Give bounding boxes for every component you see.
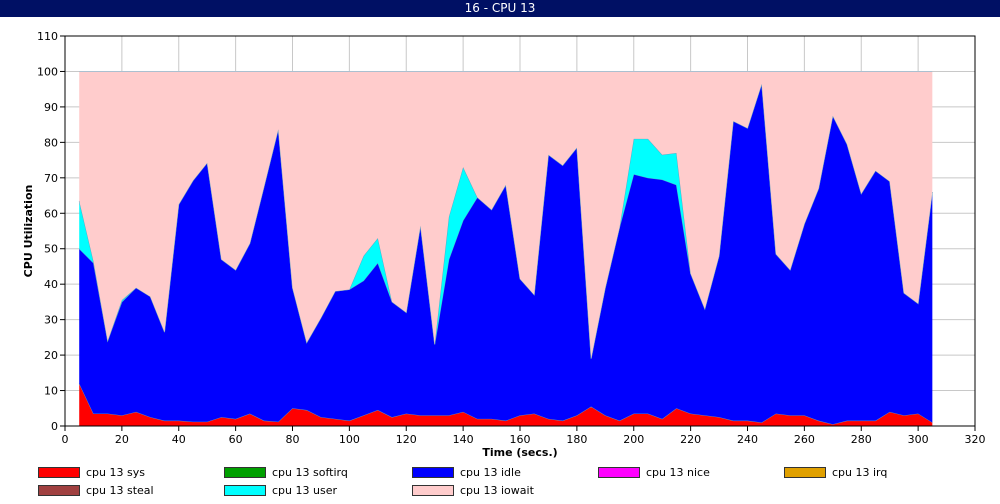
legend-swatch — [38, 484, 80, 496]
x-tick-label: 0 — [62, 433, 69, 446]
x-tick-label: 80 — [286, 433, 300, 446]
legend-label: cpu 13 idle — [460, 466, 521, 479]
x-tick-label: 200 — [623, 433, 644, 446]
y-tick-label: 30 — [44, 314, 58, 327]
legend-item: cpu 13 idle — [412, 466, 521, 480]
legend-swatch — [412, 484, 454, 496]
x-tick-label: 220 — [680, 433, 701, 446]
legend-item: cpu 13 irq — [784, 466, 887, 480]
legend-swatch — [784, 466, 826, 478]
legend-item: cpu 13 iowait — [412, 484, 534, 498]
cpu-utilization-chart: 0 10 20 30 40 50 60 70 80 90 100 110 0 20 40 60 80 100 120… — [22, 30, 986, 459]
x-tick-label: 240 — [737, 433, 758, 446]
x-tick-label: 180 — [566, 433, 587, 446]
area-series — [78, 71, 933, 426]
legend-label: cpu 13 steal — [86, 484, 154, 497]
y-tick-label: 60 — [44, 207, 58, 220]
series-area-cpu-13-idle — [79, 83, 933, 425]
x-axis-label: Time (secs.) — [482, 446, 557, 459]
y-tick-label: 10 — [44, 385, 58, 398]
x-tick-label: 280 — [851, 433, 872, 446]
window-title: 16 - CPU 13 — [0, 0, 1000, 17]
legend-item: cpu 13 user — [224, 484, 337, 498]
legend-item: cpu 13 softirq — [224, 466, 348, 480]
legend-item: cpu 13 sys — [38, 466, 145, 480]
series-area-cpu-13-sys — [79, 383, 933, 426]
x-tick-label: 140 — [453, 433, 474, 446]
y-tick-label: 110 — [37, 30, 58, 43]
legend-label: cpu 13 sys — [86, 466, 145, 479]
legend-swatch — [224, 466, 266, 478]
legend-swatch — [598, 466, 640, 478]
x-tick-label: 160 — [510, 433, 531, 446]
legend-label: cpu 13 iowait — [460, 484, 534, 497]
legend-item: cpu 13 steal — [38, 484, 154, 498]
y-tick-label: 80 — [44, 136, 58, 149]
y-tick-label: 100 — [37, 65, 58, 78]
axis-ticks: 0 10 20 30 40 50 60 70 80 90 100 110 0 20 40 60 80 100 120… — [37, 30, 986, 446]
x-tick-label: 260 — [794, 433, 815, 446]
legend-label: cpu 13 nice — [646, 466, 710, 479]
x-tick-label: 20 — [115, 433, 129, 446]
series-area-cpu-13-iowait — [79, 71, 933, 359]
y-tick-label: 70 — [44, 172, 58, 185]
legend-swatch — [38, 466, 80, 478]
legend-label: cpu 13 softirq — [272, 466, 348, 479]
legend-item: cpu 13 nice — [598, 466, 710, 480]
x-tick-label: 300 — [908, 433, 929, 446]
legend-label: cpu 13 irq — [832, 466, 888, 479]
x-tick-label: 120 — [396, 433, 417, 446]
y-tick-label: 20 — [44, 349, 58, 362]
legend-label: cpu 13 user — [272, 484, 337, 497]
y-tick-label: 40 — [44, 278, 58, 291]
y-tick-label: 0 — [51, 420, 58, 433]
x-tick-label: 60 — [229, 433, 243, 446]
x-tick-label: 320 — [965, 433, 986, 446]
x-tick-label: 100 — [339, 433, 360, 446]
x-tick-label: 40 — [172, 433, 186, 446]
y-axis-label: CPU Utilization — [22, 185, 35, 278]
y-tick-label: 50 — [44, 243, 58, 256]
y-tick-label: 90 — [44, 101, 58, 114]
legend-swatch — [224, 484, 266, 496]
legend: cpu 13 sys cpu 13 softirq cpu 13 idle cpu 1… — [0, 463, 1000, 504]
legend-swatch — [412, 466, 454, 478]
